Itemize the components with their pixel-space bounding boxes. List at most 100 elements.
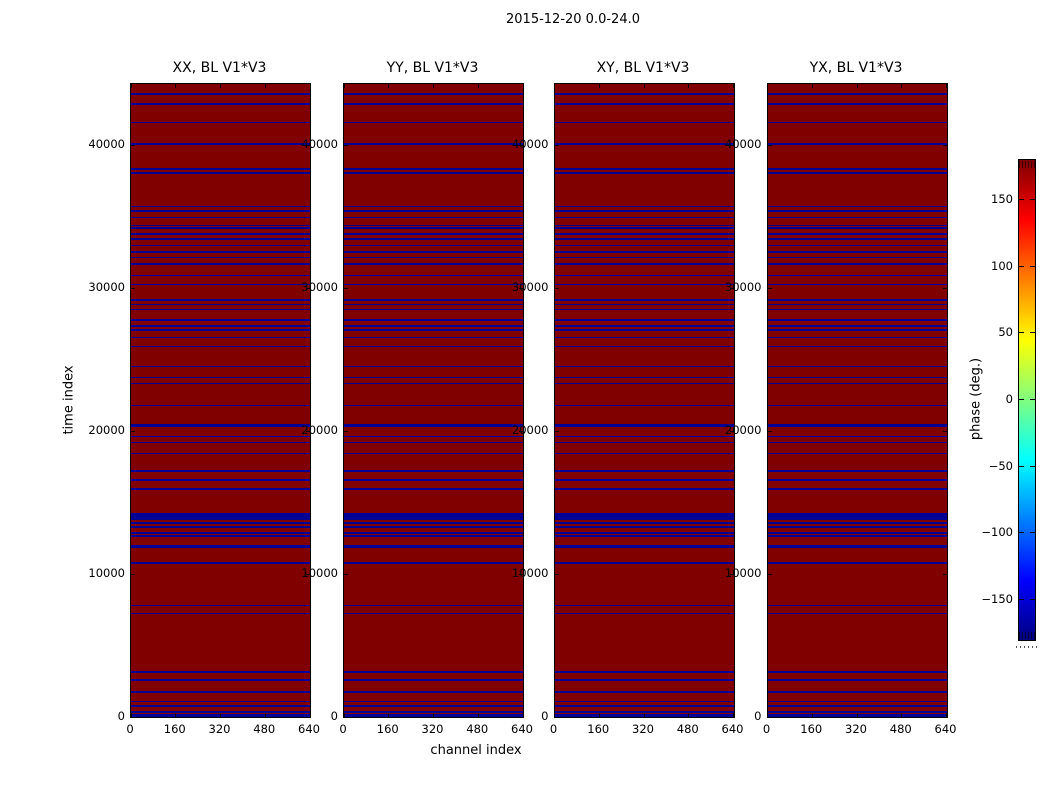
y-tick-label: 30000 <box>511 280 549 295</box>
y-tick-label: 10000 <box>301 566 338 581</box>
flagged-time-rows <box>554 168 734 170</box>
y-tick-label: 40000 <box>511 137 549 152</box>
flagged-time-rows <box>131 522 310 524</box>
y-tick-mark <box>519 287 523 289</box>
x-tick-mark <box>220 84 221 88</box>
colorbar-top-hatch <box>1019 161 1035 168</box>
y-tick-mark <box>767 144 772 146</box>
flagged-time-rows <box>767 298 947 301</box>
y-tick-label: 0 <box>117 709 125 723</box>
flagged-time-rows <box>344 404 523 407</box>
colorbar-tick-mark <box>1030 199 1035 200</box>
flagged-time-rows <box>554 479 734 481</box>
flagged-time-rows <box>344 172 523 174</box>
x-tick-label: 480 <box>889 722 912 736</box>
flagged-time-rows <box>344 216 523 219</box>
y-tick-mark <box>344 716 348 717</box>
y-tick-mark <box>306 716 310 717</box>
flagged-time-rows <box>554 216 734 219</box>
flagged-time-rows <box>344 283 523 286</box>
flagged-time-rows <box>131 244 310 247</box>
flagged-time-rows <box>344 700 523 703</box>
flagged-time-rows <box>554 470 734 472</box>
flagged-time-rows <box>131 205 310 208</box>
flagged-time-rows <box>554 376 734 379</box>
flagged-time-rows <box>131 424 310 427</box>
colorbar-tick-mark <box>1030 399 1035 400</box>
colorbar-tick-mark <box>1030 465 1035 467</box>
x-tick-label: 320 <box>632 722 654 736</box>
flagged-time-rows <box>554 256 734 259</box>
flagged-time-rows <box>131 545 310 549</box>
x-tick-label: 480 <box>466 722 489 736</box>
flagged-time-rows <box>344 244 523 247</box>
x-tick-mark <box>856 84 858 88</box>
flagged-time-rows <box>554 121 734 124</box>
flagged-time-rows <box>344 522 523 524</box>
y-tick-label: 10000 <box>724 566 762 581</box>
heatmap-panel-yx <box>766 83 948 718</box>
flagged-time-rows <box>131 172 310 174</box>
x-tick-mark <box>811 84 813 88</box>
x-tick-label: 640 <box>511 722 533 736</box>
colorbar-tick-mark <box>1019 199 1024 200</box>
flagged-time-rows <box>554 251 734 253</box>
flagged-time-rows <box>344 452 523 455</box>
flagged-time-rows <box>767 345 947 348</box>
x-tick-mark <box>554 84 555 88</box>
flagged-time-rows <box>131 263 310 265</box>
y-tick-mark <box>131 716 135 717</box>
flagged-time-rows <box>131 532 310 534</box>
flagged-time-rows <box>344 205 523 208</box>
flagged-time-rows <box>554 679 734 682</box>
x-tick-label: 160 <box>163 722 186 736</box>
x-tick-label: 160 <box>376 722 399 736</box>
x-tick-mark <box>811 713 813 717</box>
flagged-time-rows <box>344 382 523 385</box>
flagged-time-rows <box>554 545 734 549</box>
flagged-time-rows <box>344 308 523 311</box>
x-tick-mark <box>344 713 345 717</box>
colorbar-bottom-hatch <box>1019 632 1035 639</box>
y-tick-mark <box>767 716 772 717</box>
flagged-time-rows <box>131 376 310 379</box>
flagged-time-rows <box>554 329 734 331</box>
flagged-time-rows <box>131 224 310 227</box>
flagged-time-rows <box>344 711 523 714</box>
flagged-time-rows <box>131 256 310 259</box>
panel-title-yx: YX, BL V1*V3 <box>809 60 903 76</box>
flagged-time-rows <box>767 404 947 407</box>
flagged-time-rows <box>767 303 947 306</box>
x-tick-mark <box>688 84 690 88</box>
colorbar-tick-mark <box>1019 532 1024 534</box>
x-tick-label: 320 <box>421 722 444 736</box>
flagged-time-rows <box>554 325 734 327</box>
flagged-time-rows <box>767 452 947 455</box>
colorbar-tick-label: 150 <box>991 192 1013 206</box>
x-tick-label: 0 <box>549 722 558 736</box>
flagged-time-rows <box>767 233 947 235</box>
x-tick-mark <box>688 713 690 717</box>
flagged-time-rows <box>344 545 523 549</box>
x-tick-mark <box>522 84 523 88</box>
heatmap-panel-xy <box>553 83 735 718</box>
flagged-time-rows <box>767 711 947 714</box>
flagged-time-rows <box>554 210 734 212</box>
flagged-time-rows <box>554 612 734 615</box>
flagged-time-rows <box>554 452 734 455</box>
flagged-time-rows <box>767 283 947 286</box>
x-tick-mark <box>901 84 903 88</box>
flagged-time-rows <box>767 382 947 385</box>
flagged-time-rows <box>131 382 310 385</box>
y-tick-mark <box>519 144 523 146</box>
flagged-time-rows <box>344 345 523 348</box>
y-tick-label: 40000 <box>301 137 338 152</box>
flagged-time-rows <box>767 562 947 564</box>
y-tick-mark <box>554 144 559 146</box>
flagged-time-rows <box>767 224 947 227</box>
x-tick-mark <box>598 713 600 717</box>
colorbar <box>1018 159 1036 641</box>
x-tick-mark <box>946 713 947 717</box>
flagged-time-rows <box>131 479 310 481</box>
